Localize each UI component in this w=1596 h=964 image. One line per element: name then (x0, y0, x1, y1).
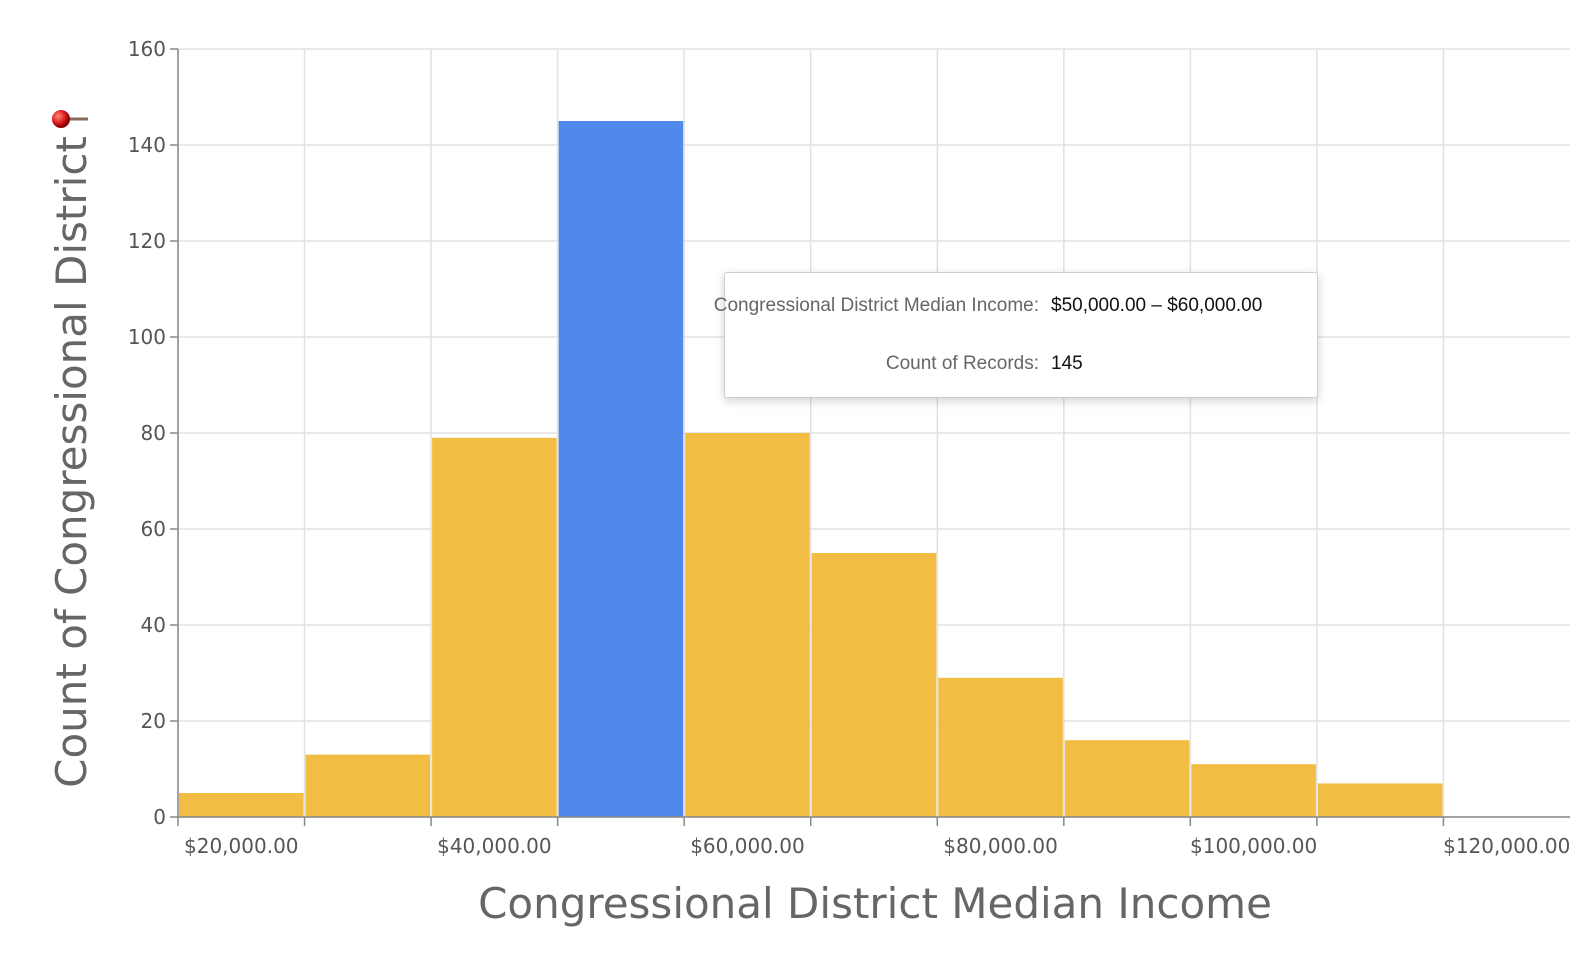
x-tick-label: $120,000.00 (1443, 834, 1570, 858)
histogram-bar[interactable] (179, 793, 304, 817)
x-tick-label: $100,000.00 (1190, 834, 1317, 858)
y-tick-label: 100 (128, 325, 166, 349)
histogram-bar[interactable] (1064, 740, 1190, 817)
histogram-bar[interactable] (432, 437, 557, 817)
histogram-bar[interactable] (938, 677, 1063, 817)
x-tick-label: $80,000.00 (943, 834, 1058, 858)
histogram-bar[interactable] (1191, 764, 1316, 817)
y-axis-title: Count of Congressional District (47, 136, 96, 788)
tooltip-key: Congressional District Median Income: (713, 295, 1039, 316)
tooltip: Congressional District Median Income: $5… (714, 272, 1318, 398)
histogram-bar[interactable] (811, 553, 937, 817)
y-tick-label: 0 (153, 805, 166, 829)
y-tick-label: 120 (128, 229, 166, 253)
y-tick-label: 80 (141, 421, 166, 445)
axes: 0 20 40 60 80 100 120 140 160 $20,000.00 $40,000.0… (128, 37, 1571, 858)
y-tick-label: 60 (141, 517, 166, 541)
y-tick-label: 160 (128, 37, 166, 61)
y-tick-label: 20 (141, 709, 166, 733)
histogram-bar[interactable] (558, 121, 684, 817)
x-tick-label: $40,000.00 (437, 834, 552, 858)
y-tick-label: 140 (128, 133, 166, 157)
x-axis-title: Congressional District Median Income (478, 879, 1272, 928)
histogram-bar[interactable] (1317, 783, 1443, 817)
tooltip-value: $50,000.00 – $60,000.00 (1051, 295, 1263, 316)
histogram-bar[interactable] (685, 433, 810, 817)
x-tick-label: $20,000.00 (184, 834, 299, 858)
tooltip-key: Count of Records: (885, 353, 1039, 374)
tooltip-value: 145 (1051, 353, 1083, 374)
bars-layer[interactable] (179, 121, 1443, 817)
pushpin-icon[interactable] (50, 108, 92, 130)
y-tick-label: 40 (141, 613, 166, 637)
x-tick-label: $60,000.00 (690, 834, 805, 858)
histogram-bar[interactable] (305, 754, 431, 817)
